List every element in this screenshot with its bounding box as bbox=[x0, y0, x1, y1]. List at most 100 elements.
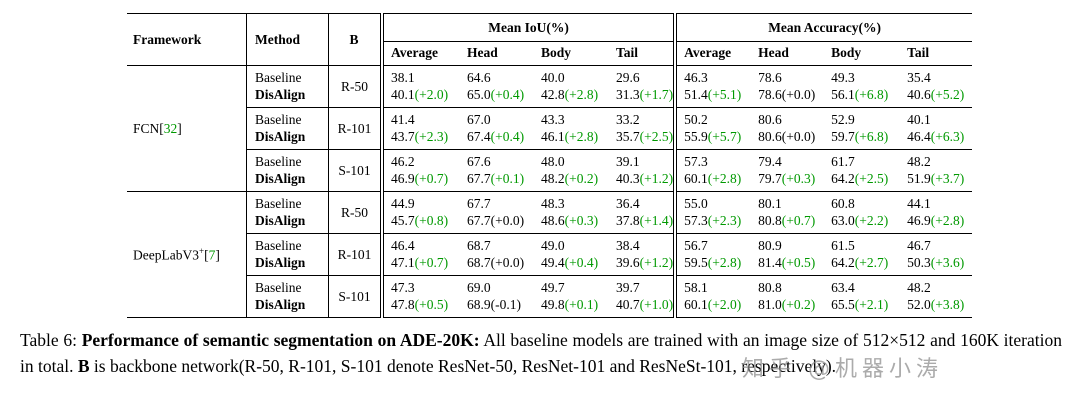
delta-value: (+0.1) bbox=[564, 297, 599, 312]
delta-value: (+2.7) bbox=[854, 255, 889, 270]
value-cell: 68.7 68.7(+0.0) bbox=[460, 233, 534, 276]
disalign-value: 51.9(+3.7) bbox=[907, 170, 972, 187]
value-cell: 52.9 59.7(+6.8) bbox=[824, 107, 901, 150]
disalign-value: 65.0(+0.4) bbox=[467, 86, 534, 103]
baseline-value: 41.4 bbox=[391, 112, 415, 127]
framework-cell: DeepLabV3+[7] bbox=[127, 191, 247, 318]
delta-value: (+2.8) bbox=[707, 255, 742, 270]
disalign-value: 80.8(+0.7) bbox=[758, 212, 824, 229]
disalign-value: 59.5(+2.8) bbox=[684, 254, 751, 271]
baseline-value: 80.9 bbox=[758, 238, 782, 253]
citation-link[interactable]: 32 bbox=[163, 120, 178, 136]
value-cell: 39.1 40.3(+1.2) bbox=[609, 149, 676, 192]
method-cell: Baseline DisAlign bbox=[246, 65, 329, 108]
value-cell: 61.7 64.2(+2.5) bbox=[824, 149, 901, 192]
value-cell: 43.3 46.1(+2.8) bbox=[534, 107, 609, 150]
disalign-number: 51.4 bbox=[684, 87, 708, 102]
method-cell: Baseline DisAlign bbox=[246, 107, 329, 150]
value-cell: 48.2 52.0(+3.8) bbox=[900, 275, 973, 318]
framework-cell: FCN[32] bbox=[127, 65, 247, 192]
disalign-value: 46.9(+0.7) bbox=[391, 170, 460, 187]
disalign-number: 47.1 bbox=[391, 255, 415, 270]
delta-value: (+2.5) bbox=[854, 171, 889, 186]
col-header-backbone: B bbox=[328, 13, 382, 66]
value-cell: 46.2 46.9(+0.7) bbox=[380, 149, 460, 192]
value-cell: 80.6 80.6(+0.0) bbox=[751, 107, 825, 150]
delta-value: (+1.7) bbox=[639, 87, 674, 102]
disalign-number: 67.7 bbox=[467, 171, 491, 186]
value-cell: 38.4 39.6(+1.2) bbox=[609, 233, 676, 276]
baseline-value: 61.7 bbox=[831, 154, 855, 169]
value-cell: 78.6 78.6(+0.0) bbox=[751, 65, 825, 108]
baseline-value: 57.3 bbox=[684, 154, 708, 169]
disalign-number: 42.8 bbox=[541, 87, 565, 102]
value-cell: 29.6 31.3(+1.7) bbox=[609, 65, 676, 108]
value-cell: 44.9 45.7(+0.8) bbox=[380, 191, 460, 234]
delta-value: (+0.3) bbox=[781, 171, 816, 186]
col-header-acc-head: Head bbox=[751, 41, 825, 66]
col-group-mean-iou: Mean IoU(%) bbox=[379, 13, 676, 42]
disalign-value: 68.7(+0.0) bbox=[467, 254, 534, 271]
method-cell: Baseline DisAlign bbox=[246, 191, 329, 234]
disalign-number: 55.9 bbox=[684, 129, 708, 144]
disalign-value: 50.3(+3.6) bbox=[907, 254, 972, 271]
method-disalign-label: DisAlign bbox=[255, 213, 306, 228]
delta-value: (+0.4) bbox=[490, 129, 525, 144]
baseline-value: 40.1 bbox=[907, 112, 931, 127]
baseline-value: 29.6 bbox=[616, 70, 640, 85]
citation-close-bracket: ] bbox=[177, 120, 182, 136]
delta-value: (+1.0) bbox=[639, 297, 674, 312]
disalign-value: 40.6(+5.2) bbox=[907, 86, 972, 103]
delta-value: (+2.3) bbox=[414, 129, 449, 144]
delta-value: (+2.8) bbox=[564, 129, 599, 144]
method-baseline-label: Baseline bbox=[255, 112, 302, 127]
value-cell: 41.4 43.7(+2.3) bbox=[380, 107, 460, 150]
table-caption: Table 6: Performance of semantic segment… bbox=[20, 328, 1062, 379]
framework-superscript: + bbox=[198, 245, 205, 256]
delta-value: (+5.2) bbox=[930, 87, 965, 102]
table-row: DeepLabV3+[7] Baseline DisAlign R-50 44.9 45.… bbox=[127, 191, 973, 318]
backbone-cell: R-101 bbox=[328, 233, 382, 276]
disalign-value: 49.4(+0.4) bbox=[541, 254, 609, 271]
disalign-number: 43.7 bbox=[391, 129, 415, 144]
disalign-number: 60.1 bbox=[684, 171, 708, 186]
delta-value: (+0.0) bbox=[490, 255, 525, 270]
delta-value: (+0.7) bbox=[781, 213, 816, 228]
disalign-number: 64.2 bbox=[831, 255, 855, 270]
table-row: Baseline DisAlign R-101 46.4 47.1(+0.7) 68.7 6… bbox=[127, 233, 973, 276]
value-cell: 46.4 47.1(+0.7) bbox=[380, 233, 460, 276]
method-disalign-label: DisAlign bbox=[255, 255, 306, 270]
baseline-value: 58.1 bbox=[684, 280, 708, 295]
value-cell: 64.6 65.0(+0.4) bbox=[460, 65, 534, 108]
citation-link[interactable]: 7 bbox=[208, 247, 216, 263]
value-cell: 67.7 67.7(+0.0) bbox=[460, 191, 534, 234]
col-header-acc-tail: Tail bbox=[900, 41, 973, 66]
disalign-number: 48.6 bbox=[541, 213, 565, 228]
backbone-cell: R-50 bbox=[328, 65, 382, 108]
baseline-value: 48.2 bbox=[907, 154, 931, 169]
baseline-value: 36.4 bbox=[616, 196, 640, 211]
delta-value: (+6.8) bbox=[854, 129, 889, 144]
table-row: Baseline DisAlign R-101 41.4 43.7(+2.3) 67.0 6… bbox=[127, 107, 973, 150]
baseline-value: 38.4 bbox=[616, 238, 640, 253]
delta-value: (+6.8) bbox=[854, 87, 889, 102]
disalign-value: 47.1(+0.7) bbox=[391, 254, 460, 271]
disalign-value: 67.7(+0.1) bbox=[467, 170, 534, 187]
value-cell: 33.2 35.7(+2.5) bbox=[609, 107, 676, 150]
disalign-value: 51.4(+5.1) bbox=[684, 86, 751, 103]
disalign-number: 59.5 bbox=[684, 255, 708, 270]
disalign-number: 79.7 bbox=[758, 171, 782, 186]
disalign-number: 50.3 bbox=[907, 255, 931, 270]
disalign-value: 56.1(+6.8) bbox=[831, 86, 900, 103]
disalign-number: 67.7 bbox=[467, 213, 491, 228]
disalign-number: 39.6 bbox=[616, 255, 640, 270]
baseline-value: 48.2 bbox=[907, 280, 931, 295]
value-cell: 39.7 40.7(+1.0) bbox=[609, 275, 676, 318]
disalign-value: 68.9(-0.1) bbox=[467, 296, 534, 313]
value-cell: 40.1 46.4(+6.3) bbox=[900, 107, 973, 150]
delta-value: (+0.1) bbox=[490, 171, 525, 186]
segmentation-results-table: Framework Method B Mean IoU(%) Mean Accu… bbox=[127, 13, 973, 318]
delta-value: (+3.6) bbox=[930, 255, 965, 270]
caption-text-2: is backbone network(R-50, R-101, S-101 d… bbox=[89, 355, 837, 376]
disalign-number: 59.7 bbox=[831, 129, 855, 144]
